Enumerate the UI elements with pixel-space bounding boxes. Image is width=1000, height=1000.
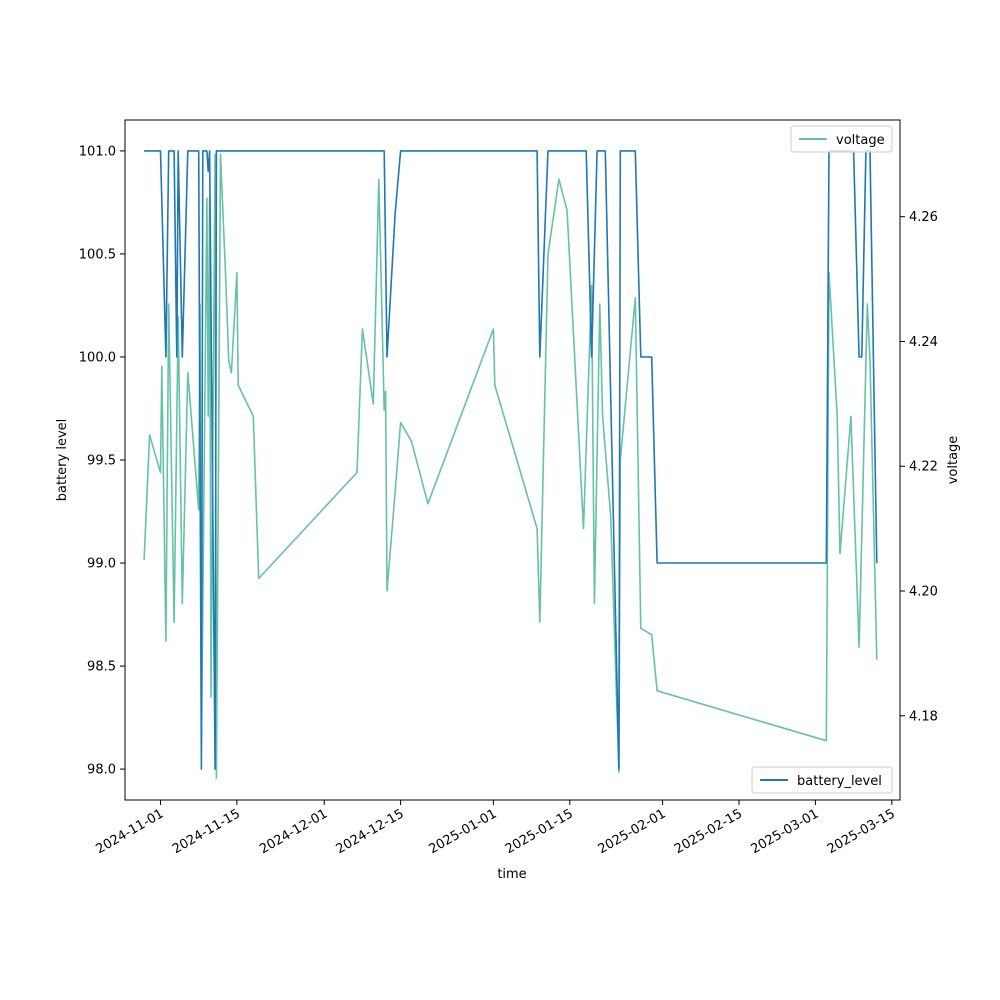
y-tick-label: 100.5 [79,247,116,262]
y-tick-label: 98.0 [87,763,116,778]
legend-battery-level-label: battery_level [797,774,882,789]
y2-tick-label: 4.18 [909,709,938,724]
y2-axis-label: voltage [946,436,961,485]
y2-tick-label: 4.22 [909,460,938,475]
series-line-battery-level [144,150,878,770]
y2-tick-label: 4.20 [909,585,938,600]
y-tick-label: 98.5 [87,660,116,675]
legend-voltage: voltage [790,125,893,153]
series-line-voltage [143,153,878,780]
y-axis-label: battery level [55,419,70,502]
y-tick-label: 101.0 [79,144,116,159]
legend-battery-level: battery_level [751,766,893,794]
y-tick-label: 99.5 [87,454,116,469]
y-tick-label: 100.0 [79,350,116,365]
legend-voltage-box [790,125,893,153]
legend-battery-level-box [751,766,893,794]
y2-tick-label: 4.24 [909,335,938,350]
plot-area [143,150,878,780]
y-axis-right: 4.18 4.20 4.22 4.24 4.26 [900,210,938,724]
legend-voltage-label: voltage [836,133,885,148]
y2-tick-label: 4.26 [909,210,938,225]
y-tick-label: 99.0 [87,557,116,572]
y-axis-left: 98.0 98.5 99.0 99.5 100.0 100.5 101.0 [79,144,125,778]
x-axis-label: time [497,867,526,882]
